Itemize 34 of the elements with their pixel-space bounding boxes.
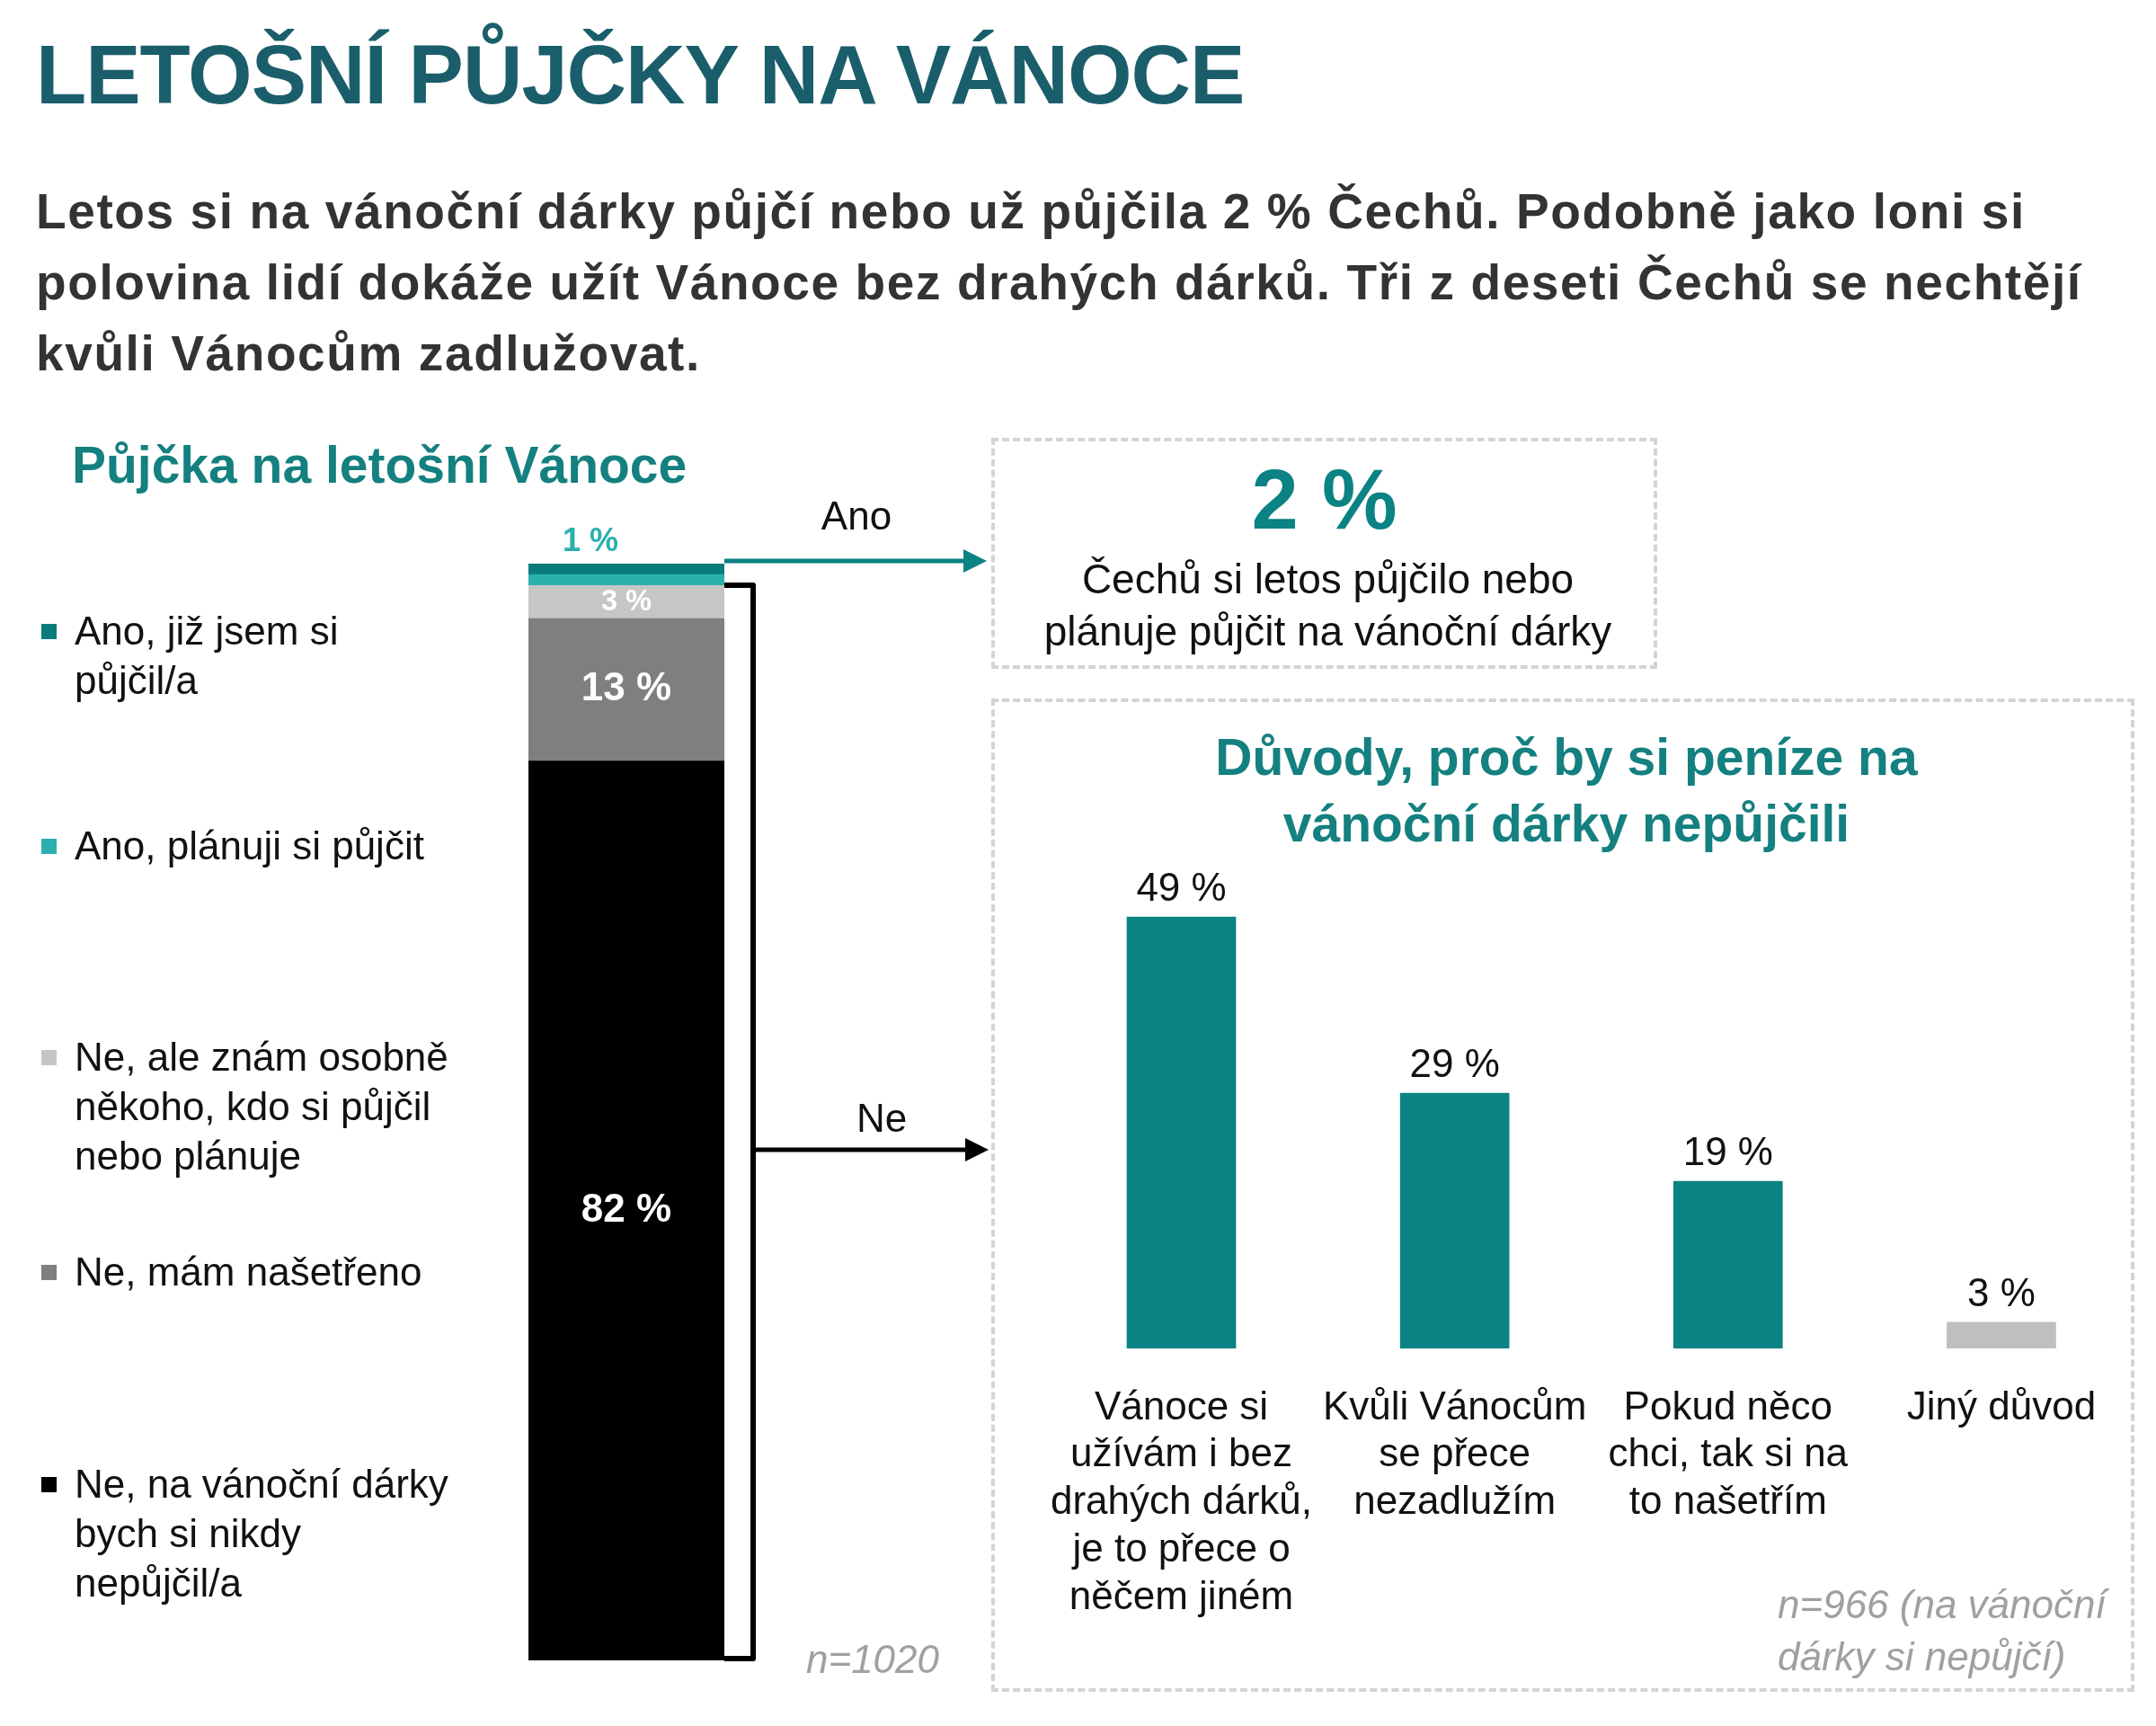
legend-label: Ano, plánuji si půjčit [75, 823, 425, 869]
data-label: 3 % [1967, 1269, 2036, 1314]
bar [528, 574, 724, 586]
text: Ne [855, 1095, 909, 1142]
data-label: 19 % [1682, 1128, 1773, 1173]
text: n=966 (na vánoční dárky si nepůjčí) [1778, 1581, 2111, 1680]
bar [528, 618, 724, 761]
legend-label: Ne, ale znám osobně někoho, kdo si půjčil nebo plánuje [75, 1034, 449, 1179]
chart-title: Půjčka na letošní Vánoce [72, 435, 688, 494]
data-label: 1 % [562, 520, 619, 558]
data-label: 49 % [1136, 864, 1227, 909]
bar [528, 585, 724, 619]
x-tick-label: Vánoce si užívám i bez drahých dárků, je to přece o něčem jiném [1050, 1383, 1313, 1617]
text: n=1020 [804, 1636, 941, 1683]
bar [1399, 1092, 1510, 1348]
legend-label: Ne, mám našetřeno [75, 1249, 423, 1295]
x-tick-label: Kvůli Vánocům se přece nezadlužím [1322, 1383, 1587, 1523]
bar [1672, 1180, 1783, 1348]
x-tick-label: Pokud něco chci, tak si na to našetřím [1608, 1383, 1849, 1523]
data-label: 3 % [600, 583, 652, 617]
data-label: 13 % [581, 664, 672, 709]
bar [528, 564, 724, 575]
bar [1947, 1321, 2056, 1348]
data-label: 82 % [581, 1185, 672, 1230]
text: Čechů si letos půjčilo nebo plánuje půjčit na vánoční dárky [1043, 555, 1613, 656]
text: Letos si na vánoční dárky půjčí nebo už půjčila 2 % Čechů. Podobně jako loni si polovina lidí dokáže užít Vánoce bez drahých dárků. Tři z deseti Čechů se nechtějí kvůli Vánocům zadlužovat. [36, 182, 2083, 383]
legend-label: Ano, již jsem si půjčil/a [75, 608, 340, 704]
bar [1126, 916, 1237, 1348]
text: 2 % [1250, 451, 1398, 548]
x-tick-label: Jiný důvod [1906, 1383, 2097, 1428]
data-label: 29 % [1409, 1040, 1500, 1085]
chart-title: Důvody, proč by si peníze na vánoční dárky nepůjčili [1214, 727, 1919, 854]
legend-label: Ne, na vánoční dárky bych si nikdy nepůjčil/a [75, 1461, 449, 1606]
text: Ano [820, 493, 893, 539]
